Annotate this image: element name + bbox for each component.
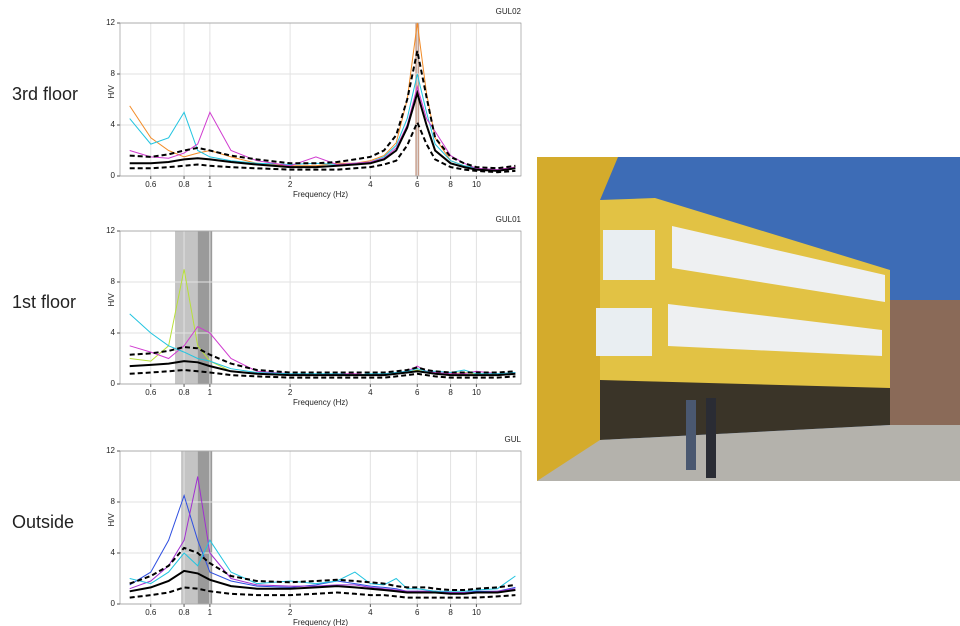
x-tick-label: 10 xyxy=(472,180,481,189)
x-tick-label: 8 xyxy=(448,180,453,189)
x-tick-label: 0.8 xyxy=(178,388,190,397)
window xyxy=(603,230,655,280)
y-tick-label: 4 xyxy=(111,328,116,337)
x-tick-label: 0.8 xyxy=(178,608,190,617)
y-tick-label: 0 xyxy=(111,171,116,180)
house xyxy=(890,300,960,430)
y-tick-label: 12 xyxy=(106,226,115,235)
x-tick-label: 6 xyxy=(415,388,420,397)
x-tick-label: 0.6 xyxy=(145,180,157,189)
panel-label: Outside xyxy=(12,512,74,532)
series-line xyxy=(130,23,516,170)
plot-frame xyxy=(120,23,521,176)
x-tick-label: 4 xyxy=(368,180,373,189)
x-tick-label: 8 xyxy=(448,388,453,397)
x-tick-label: 4 xyxy=(368,388,373,397)
person xyxy=(686,400,696,470)
photo xyxy=(537,157,960,481)
x-tick-label: 2 xyxy=(288,388,293,397)
y-tick-label: 12 xyxy=(106,446,115,455)
person xyxy=(706,398,716,478)
x-tick-label: 1 xyxy=(208,180,213,189)
y-axis-label: H/V xyxy=(107,85,116,99)
x-tick-label: 8 xyxy=(448,608,453,617)
y-tick-label: 0 xyxy=(111,379,116,388)
window xyxy=(596,308,652,356)
x-tick-label: 2 xyxy=(288,608,293,617)
x-tick-label: 6 xyxy=(415,180,420,189)
x-tick-label: 10 xyxy=(472,608,481,617)
y-tick-label: 4 xyxy=(111,120,116,129)
chart-title: GUL01 xyxy=(496,215,522,224)
figure: 3rd floorGUL02Frequency (Hz)H/V048120.60… xyxy=(0,0,960,626)
x-axis-label: Frequency (Hz) xyxy=(293,398,348,407)
y-axis-label: H/V xyxy=(107,293,116,307)
y-tick-label: 8 xyxy=(111,69,116,78)
x-tick-label: 4 xyxy=(368,608,373,617)
x-tick-label: 0.6 xyxy=(145,608,157,617)
y-tick-label: 4 xyxy=(111,548,116,557)
panel-label: 1st floor xyxy=(12,292,76,312)
series-line xyxy=(130,87,516,170)
y-tick-label: 12 xyxy=(106,18,115,27)
chart-title: GUL xyxy=(505,435,522,444)
panel-label: 3rd floor xyxy=(12,84,78,104)
x-tick-label: 1 xyxy=(208,608,213,617)
x-axis-label: Frequency (Hz) xyxy=(293,190,348,199)
series-line xyxy=(130,74,516,170)
x-tick-label: 0.8 xyxy=(178,180,190,189)
series-line xyxy=(130,51,516,168)
x-tick-label: 1 xyxy=(208,388,213,397)
x-tick-label: 2 xyxy=(288,180,293,189)
y-axis-label: H/V xyxy=(107,513,116,527)
y-tick-label: 0 xyxy=(111,599,116,608)
y-tick-label: 8 xyxy=(111,277,116,286)
chart-title: GUL02 xyxy=(496,7,522,16)
x-tick-label: 10 xyxy=(472,388,481,397)
y-tick-label: 8 xyxy=(111,497,116,506)
x-tick-label: 0.6 xyxy=(145,388,157,397)
x-axis-label: Frequency (Hz) xyxy=(293,618,348,626)
x-tick-label: 6 xyxy=(415,608,420,617)
